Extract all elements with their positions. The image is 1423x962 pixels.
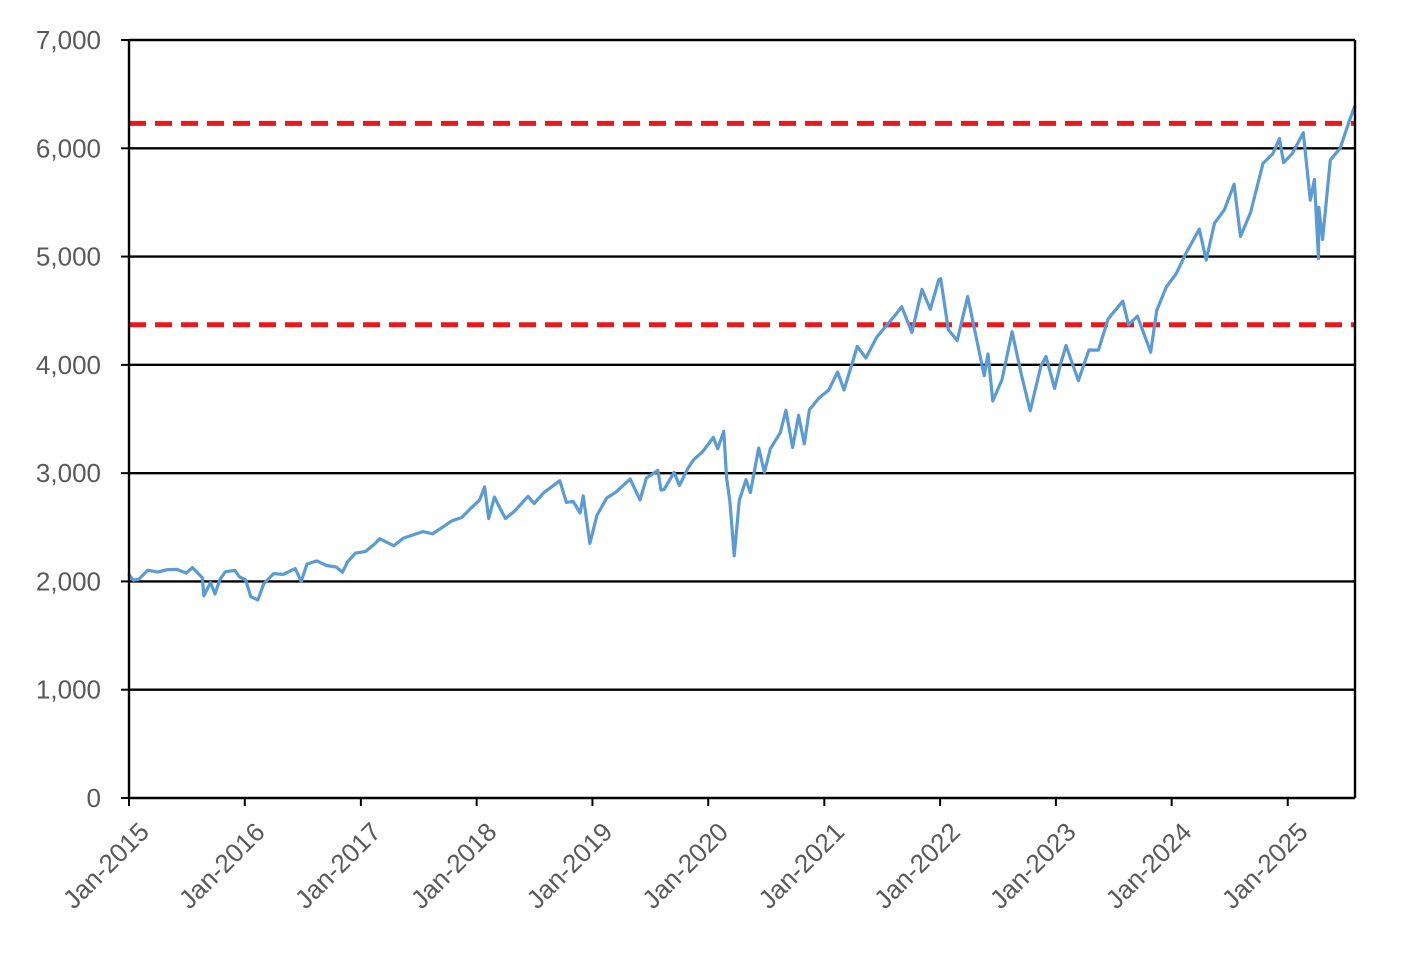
- x-tick-label: Jan-2015: [57, 817, 155, 915]
- x-axis-tick-labels: Jan-2015 Jan-2016 Jan-2017 Jan-2018 Jan-2019…: [57, 817, 1314, 915]
- axes: [121, 39, 1357, 806]
- x-tick-label: Jan-2025: [1216, 817, 1314, 915]
- y-tick-label: 1,000: [36, 675, 101, 705]
- x-tick-label: Jan-2024: [1100, 817, 1198, 915]
- y-tick-label: 4,000: [36, 350, 101, 380]
- x-tick-label: Jan-2023: [984, 817, 1082, 915]
- y-tick-label: 0: [87, 783, 101, 813]
- x-tick-label: Jan-2020: [636, 817, 734, 915]
- x-tick-label: Jan-2018: [405, 817, 503, 915]
- y-axis-tick-labels: 0 1,000 2,000 3,000 4,000 5,000 6,000 7,000: [36, 25, 101, 813]
- x-tick-label: Jan-2017: [289, 817, 387, 915]
- y-tick-label: 3,000: [36, 458, 101, 488]
- y-tick-label: 2,000: [36, 566, 101, 596]
- y-tick-label: 7,000: [36, 25, 101, 55]
- gridlines: [129, 38, 1355, 691]
- series-line: [127, 104, 1357, 602]
- x-tick-label: Jan-2021: [752, 817, 850, 915]
- x-tick-label: Jan-2019: [520, 817, 618, 915]
- y-tick-label: 5,000: [36, 242, 101, 272]
- x-tick-label: Jan-2022: [868, 817, 966, 915]
- y-tick-label: 6,000: [36, 133, 101, 163]
- reference-lines: [129, 120, 1355, 328]
- x-tick-label: Jan-2016: [173, 817, 271, 915]
- series-layer: [127, 104, 1357, 602]
